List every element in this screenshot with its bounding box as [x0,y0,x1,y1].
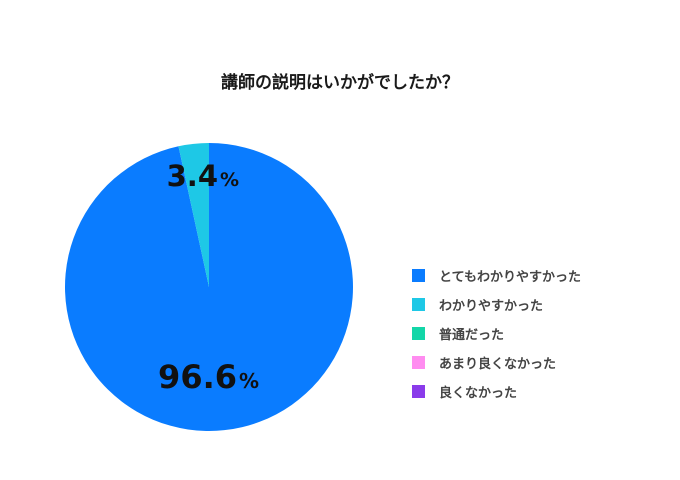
pie-slice-0 [65,143,354,431]
legend: とてもわかりやすかった わかりやすかった 普通だった あまり良くなかった 良くな… [412,265,581,410]
data-label-main: 96.6 % [158,358,259,396]
pie-slice-1 [178,143,209,287]
legend-item: 普通だった [412,323,581,343]
legend-item: わかりやすかった [412,294,581,314]
data-label-main-unit: % [239,369,259,393]
legend-label: わかりやすかった [439,298,544,314]
legend-swatch [412,355,425,369]
legend-swatch [412,297,425,311]
legend-label: とてもわかりやすかった [439,269,581,285]
data-label-main-number: 96.6 [158,358,237,396]
data-label-small-number: 3.4 [167,159,218,193]
legend-swatch [412,268,425,282]
legend-item: とてもわかりやすかった [412,265,581,285]
chart-title: 講師の説明はいかがでしたか？ [221,73,459,93]
legend-swatch [412,384,425,398]
data-label-small: 3.4 % [167,159,239,193]
legend-label: 普通だった [439,327,505,343]
legend-label: 良くなかった [439,385,518,401]
legend-item: 良くなかった [412,381,581,401]
pie-slices [65,143,354,431]
legend-label: あまり良くなかった [439,356,557,372]
data-label-small-unit: % [220,169,239,191]
legend-swatch [412,326,425,340]
legend-item: あまり良くなかった [412,352,581,372]
